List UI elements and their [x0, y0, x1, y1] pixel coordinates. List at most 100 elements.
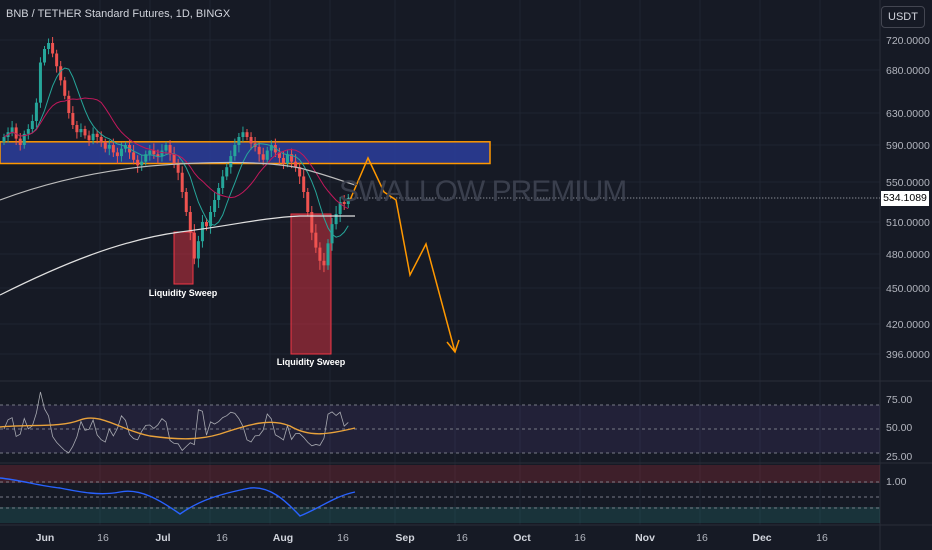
candle-body — [43, 49, 46, 63]
candle-body — [140, 161, 144, 166]
watermark: SWALLOW PREMIUM — [339, 175, 627, 208]
price-tick-label: 396.0000 — [886, 349, 930, 361]
candle-body — [83, 129, 87, 136]
price-tick-label: 590.0000 — [886, 140, 930, 152]
candle-body — [229, 156, 233, 168]
time-tick-label: Jul — [155, 532, 171, 544]
rsi-ma-line — [0, 417, 356, 440]
candle-body — [209, 212, 213, 227]
candle-body — [59, 66, 63, 81]
time-tick-label: Jun — [35, 532, 55, 544]
symbol-title: BNB / TETHER Standard Futures, 1D, BINGX — [6, 8, 231, 20]
candle-body — [115, 152, 119, 157]
candle-body — [277, 152, 281, 158]
candle-body — [107, 145, 111, 149]
candle-body — [176, 163, 180, 173]
candle-body — [144, 154, 148, 162]
candle-body — [225, 167, 229, 177]
price-tick-label: 450.0000 — [886, 283, 930, 295]
candle-body — [245, 132, 249, 137]
currency-button[interactable]: USDT — [881, 6, 925, 28]
candle-body — [26, 129, 30, 134]
candle-body — [99, 137, 103, 142]
osc-band-high — [0, 465, 880, 483]
candle-body — [318, 247, 322, 261]
time-tick-label: 16 — [97, 532, 109, 544]
price-tick-label: 480.0000 — [886, 249, 930, 261]
candle-body — [294, 161, 298, 168]
candle-body — [160, 150, 164, 157]
osc-line — [0, 477, 356, 517]
candle-body — [326, 243, 330, 266]
candle-body — [71, 113, 75, 125]
candle-body — [310, 212, 314, 233]
rsi-tick-label: 75.00 — [886, 394, 913, 406]
candle-body — [205, 222, 208, 227]
time-tick-label: 16 — [456, 532, 468, 544]
rsi-line — [3, 391, 349, 454]
candle-body — [132, 152, 136, 160]
liquidity-sweep-label-1: Liquidity Sweep — [148, 288, 218, 298]
osc-tick-label: 1.00 — [886, 476, 907, 488]
liquidity-sweep-box-2 — [290, 213, 332, 355]
price-tick-label: 510.0000 — [886, 217, 930, 229]
candle-body — [79, 129, 83, 133]
candle-body — [18, 138, 22, 145]
candle-body — [314, 232, 318, 248]
candle-body — [200, 222, 204, 242]
time-tick-label: Dec — [752, 532, 772, 544]
rsi-tick-label: 25.00 — [886, 451, 913, 463]
candle-body — [286, 154, 289, 164]
candle-body — [87, 135, 91, 141]
time-tick-label: 16 — [574, 532, 586, 544]
candle-body — [188, 212, 192, 233]
candle-body — [306, 192, 310, 212]
candle-body — [152, 150, 156, 155]
candle-body — [34, 102, 38, 121]
price-tick-label: 720.0000 — [886, 35, 930, 47]
candle-body — [237, 137, 241, 145]
candle-body — [249, 137, 253, 144]
time-tick-label: Oct — [513, 532, 531, 544]
osc-band-low — [0, 507, 880, 523]
supply-zone — [0, 141, 491, 165]
candle-body — [196, 241, 200, 259]
projection-arrowhead — [446, 339, 460, 354]
candle-body — [338, 202, 342, 214]
candle-body — [346, 198, 350, 204]
candle-body — [290, 154, 294, 162]
candle-body — [14, 127, 18, 139]
candle-body — [67, 95, 71, 113]
candle-body — [75, 125, 79, 133]
candle-body — [95, 133, 99, 137]
candle-body — [30, 121, 34, 129]
candle-body — [281, 157, 285, 164]
candle-body — [257, 146, 261, 155]
candle-body — [221, 176, 225, 188]
candle-body — [164, 145, 168, 151]
rsi-tick-label: 50.00 — [886, 422, 913, 434]
candle-body — [38, 62, 42, 103]
last-price-badge: 534.1089 — [881, 191, 929, 206]
candle-body — [136, 159, 140, 166]
candle-body — [342, 202, 346, 204]
time-tick-label: 16 — [337, 532, 349, 544]
candle-body — [265, 150, 269, 160]
candle-body — [322, 260, 326, 266]
candle-body — [180, 172, 184, 192]
candle-body — [2, 137, 6, 142]
time-tick-label: 16 — [216, 532, 228, 544]
candle-body — [91, 133, 95, 141]
candle-body — [51, 43, 55, 54]
projection-path — [349, 156, 456, 353]
candle-body — [213, 200, 217, 212]
ma-100-line — [0, 161, 356, 201]
candle-body — [269, 145, 273, 151]
candle-body — [241, 132, 245, 137]
candle-body — [184, 192, 188, 212]
ma-slow-line — [3, 97, 349, 210]
candle-body — [298, 167, 302, 177]
candle-body — [148, 150, 152, 155]
